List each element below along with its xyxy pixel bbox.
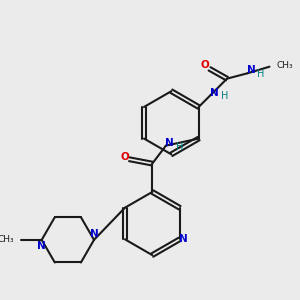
Text: N: N bbox=[165, 139, 174, 148]
Text: O: O bbox=[200, 60, 209, 70]
Text: H: H bbox=[176, 142, 184, 152]
Text: N: N bbox=[38, 242, 46, 251]
Text: N: N bbox=[90, 230, 98, 239]
Text: N: N bbox=[179, 234, 188, 244]
Text: H: H bbox=[257, 69, 265, 79]
Text: O: O bbox=[120, 152, 129, 161]
Text: CH₃: CH₃ bbox=[277, 61, 293, 70]
Text: H: H bbox=[221, 91, 229, 101]
Text: N: N bbox=[247, 65, 255, 76]
Text: N: N bbox=[210, 88, 219, 98]
Text: CH₃: CH₃ bbox=[0, 235, 14, 244]
